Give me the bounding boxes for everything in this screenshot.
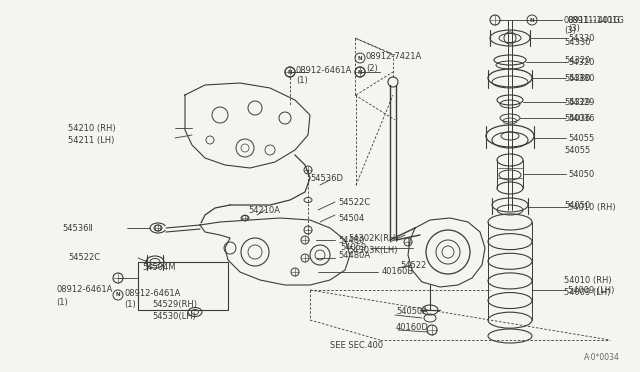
Text: 40160D: 40160D bbox=[396, 324, 429, 333]
Text: 54330: 54330 bbox=[564, 38, 591, 46]
Text: 54522C: 54522C bbox=[338, 198, 370, 206]
Text: 54050: 54050 bbox=[568, 170, 595, 179]
Text: 54529(RH): 54529(RH) bbox=[152, 301, 197, 310]
Text: 54320: 54320 bbox=[568, 58, 595, 67]
Text: 54504M: 54504M bbox=[142, 263, 175, 273]
Text: (3): (3) bbox=[564, 26, 576, 35]
Text: 54522C: 54522C bbox=[68, 253, 100, 263]
Text: N: N bbox=[530, 17, 534, 22]
Text: 54059: 54059 bbox=[340, 244, 366, 253]
Text: N: N bbox=[358, 55, 362, 61]
Text: 54530(LH): 54530(LH) bbox=[152, 312, 196, 321]
Text: 54536D: 54536D bbox=[310, 173, 343, 183]
Text: 54036: 54036 bbox=[568, 113, 595, 122]
Text: 08912-6461A: 08912-6461A bbox=[56, 285, 113, 295]
Text: 54480A: 54480A bbox=[338, 251, 370, 260]
Text: 54211 (LH): 54211 (LH) bbox=[68, 135, 115, 144]
Text: 08912-6461A: 08912-6461A bbox=[296, 65, 353, 74]
Text: A·0*0034: A·0*0034 bbox=[584, 353, 620, 362]
Text: 54050A: 54050A bbox=[396, 308, 428, 317]
Text: 08912-6461A: 08912-6461A bbox=[124, 289, 180, 298]
Text: 54302K(RH): 54302K(RH) bbox=[348, 234, 399, 243]
Text: 54536Ⅱ: 54536Ⅱ bbox=[62, 224, 93, 232]
Text: 54010 (RH): 54010 (RH) bbox=[564, 276, 612, 285]
Text: 54036: 54036 bbox=[564, 113, 591, 122]
Text: 54329: 54329 bbox=[568, 97, 595, 106]
Text: (1): (1) bbox=[296, 76, 308, 84]
Text: 08911-1401G: 08911-1401G bbox=[564, 16, 621, 25]
Text: 54522: 54522 bbox=[400, 260, 426, 269]
Text: 54480: 54480 bbox=[338, 235, 364, 244]
Text: 54050: 54050 bbox=[564, 201, 590, 209]
Text: 54055: 54055 bbox=[568, 134, 595, 142]
Text: 54009 (LH): 54009 (LH) bbox=[564, 288, 611, 296]
Text: 54055: 54055 bbox=[564, 145, 590, 154]
Text: SEE SEC.400: SEE SEC.400 bbox=[330, 340, 383, 350]
Text: 40160B: 40160B bbox=[382, 267, 414, 276]
Text: (1): (1) bbox=[124, 301, 136, 310]
Text: 08912-7421A: 08912-7421A bbox=[366, 51, 422, 61]
Text: N: N bbox=[116, 292, 120, 298]
Text: 54380: 54380 bbox=[568, 74, 595, 83]
Text: 54210 (RH): 54210 (RH) bbox=[68, 124, 116, 132]
Text: (2): (2) bbox=[366, 64, 378, 73]
Text: 54010 (RH): 54010 (RH) bbox=[568, 202, 616, 212]
Text: N: N bbox=[288, 70, 292, 74]
Text: 54504: 54504 bbox=[338, 214, 364, 222]
Text: 54320: 54320 bbox=[564, 55, 590, 64]
Bar bbox=[138, 262, 228, 310]
Text: 54303K(LH): 54303K(LH) bbox=[348, 246, 397, 254]
Text: 54380: 54380 bbox=[564, 74, 591, 83]
Text: N: N bbox=[358, 70, 362, 74]
Text: 54210A: 54210A bbox=[248, 205, 280, 215]
Text: 54009 (LH): 54009 (LH) bbox=[568, 285, 614, 295]
Text: (1): (1) bbox=[56, 298, 68, 307]
Text: 54330: 54330 bbox=[568, 33, 595, 42]
Text: 08911-1401G: 08911-1401G bbox=[568, 16, 625, 25]
Text: (3): (3) bbox=[568, 23, 580, 32]
Text: 54329: 54329 bbox=[564, 97, 590, 106]
